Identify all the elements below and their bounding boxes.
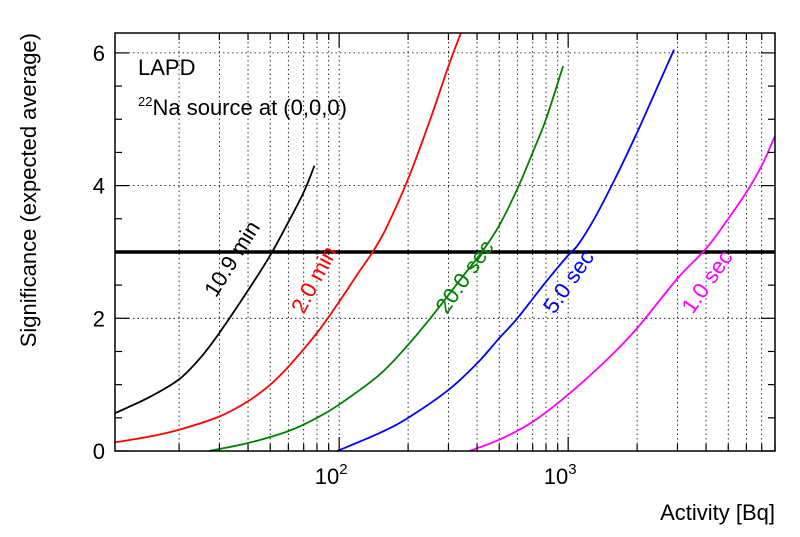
- annotation-source-text: Na source at (0,0,0): [152, 95, 346, 120]
- y-tick-label: 0: [93, 439, 105, 464]
- series-line-4: [468, 135, 776, 452]
- y-axis-label: Significance (expected average): [16, 33, 41, 347]
- series-line-2: [208, 65, 564, 452]
- y-tick-label: 6: [93, 41, 105, 66]
- annotation-source: 22Na source at (0,0,0): [138, 94, 347, 120]
- series-label-2: 20.0 sec: [430, 235, 498, 317]
- y-tick-label: 2: [93, 306, 105, 331]
- series-label-0: 10.9 min: [199, 216, 265, 301]
- y-tick-label: 4: [93, 174, 105, 199]
- x-tick-label: 103: [544, 461, 577, 489]
- series-line-1: [114, 32, 462, 444]
- x-axis-label: Activity [Bq]: [660, 500, 775, 525]
- annotation-source-superscript: 22: [138, 94, 152, 109]
- grid: [115, 33, 776, 451]
- series-line-0: [114, 165, 316, 415]
- x-tick-label: 102: [315, 461, 348, 489]
- annotation-lapd: LAPD: [138, 55, 195, 80]
- plot-frame: [114, 32, 776, 452]
- axis-ticks: 0 2 4 6 102 103: [93, 33, 776, 489]
- series-group: [114, 32, 776, 452]
- series-line-3: [336, 49, 675, 452]
